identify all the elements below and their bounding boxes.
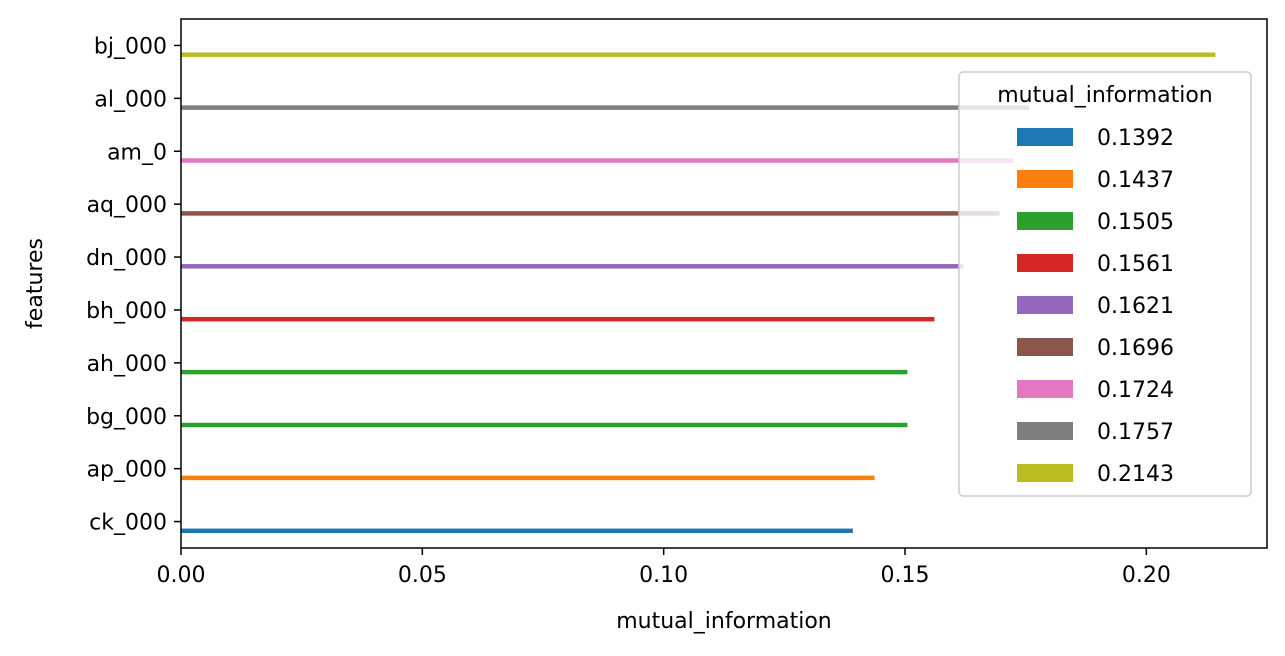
bar-aq_000: [181, 211, 1000, 216]
bar-bj_000: [181, 52, 1216, 57]
y-tick-label: am_0: [107, 140, 167, 165]
y-axis-label: features: [23, 238, 48, 329]
y-tick-label: dn_000: [86, 246, 167, 271]
bar-ah_000: [181, 369, 908, 375]
legend-swatch: [1017, 212, 1073, 230]
legend-label: 0.1724: [1097, 378, 1174, 403]
legend-label: 0.1392: [1097, 126, 1174, 151]
legend-label: 0.2143: [1097, 462, 1174, 487]
y-tick-label: ah_000: [87, 352, 167, 377]
legend-title: mutual_information: [997, 83, 1213, 108]
x-tick-label: 0.15: [881, 563, 930, 588]
legend-swatch: [1017, 170, 1073, 188]
legend-label: 0.1437: [1097, 168, 1174, 193]
x-axis-ticks: 0.00 0.05 0.10 0.15 0.20: [157, 548, 1171, 588]
y-axis-ticks: bj_000 al_000 am_0 aq_000 dn_000 bh_000 ah_000…: [86, 34, 181, 536]
plot-frame: [180, 18, 1268, 549]
legend-label: 0.1561: [1097, 252, 1174, 277]
legend-label: 0.1757: [1097, 420, 1174, 445]
x-axis-label: mutual_information: [616, 609, 832, 634]
x-tick-label: 0.05: [398, 563, 447, 588]
bar-am_0: [181, 158, 1014, 163]
legend-swatch: [1017, 254, 1073, 272]
bar-al_000: [181, 105, 1030, 110]
legend: mutual_information 0.13920.14370.15050.1…: [958, 71, 1252, 497]
y-tick-label: bg_000: [86, 405, 167, 430]
bars-layer: [181, 52, 1216, 534]
x-tick-label: 0.10: [639, 563, 688, 588]
y-tick-label: ck_000: [89, 511, 167, 536]
bar-dn_000: [181, 264, 964, 269]
bar-bg_000: [181, 422, 908, 428]
legend-label: 0.1621: [1097, 294, 1174, 319]
bar-ck_000: [181, 528, 853, 534]
legend-swatch: [1017, 128, 1073, 146]
y-tick-label: al_000: [94, 87, 167, 112]
legend-label: 0.1696: [1097, 336, 1174, 361]
bar-ap_000: [181, 475, 875, 481]
legend-swatch: [1017, 464, 1073, 482]
legend-swatch: [1017, 380, 1073, 398]
y-tick-label: bj_000: [94, 34, 167, 59]
legend-swatch: [1017, 338, 1073, 356]
x-tick-label: 0.00: [157, 563, 206, 588]
bar-bh_000: [181, 316, 935, 322]
legend-swatch: [1017, 422, 1073, 440]
legend-label: 0.1505: [1097, 210, 1174, 235]
legend-swatch: [1017, 296, 1073, 314]
y-tick-label: bh_000: [86, 299, 167, 324]
y-tick-label: aq_000: [87, 193, 167, 218]
x-tick-label: 0.20: [1122, 563, 1171, 588]
y-tick-label: ap_000: [87, 458, 167, 483]
legend-items: 0.1392 0.1437 0.1505 0.1561 0.1621 0.1696 0.17…: [1017, 126, 1174, 487]
